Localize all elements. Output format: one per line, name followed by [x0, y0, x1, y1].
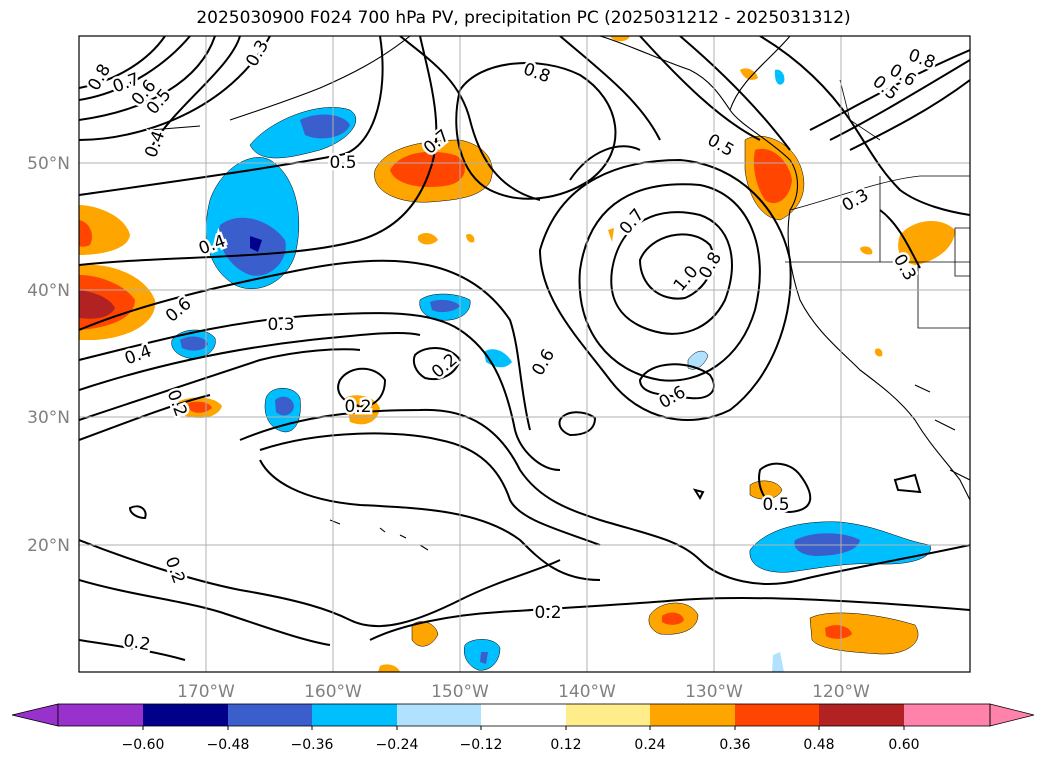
- contour-label: 0.6: [528, 346, 559, 379]
- lon-tick: 140°W: [558, 682, 616, 702]
- contour-label: 0.3: [839, 185, 872, 216]
- contour-label: 0.2: [344, 397, 371, 417]
- precip-negative-areas: [171, 69, 931, 672]
- colorbar-tick-label: −0.36: [291, 737, 334, 753]
- map-gridlines: [79, 36, 970, 672]
- lon-tick: 120°W: [812, 682, 870, 702]
- contour-label: 0.8: [521, 59, 553, 87]
- lon-tick: 160°W: [304, 682, 362, 702]
- pv-contours: [79, 36, 970, 661]
- colorbar-tick-label: 0.48: [803, 737, 834, 753]
- colorbar-tick-label: −0.24: [376, 737, 419, 753]
- contour-label-halo: 0.5: [762, 495, 789, 515]
- colorbar-segment: [143, 704, 228, 726]
- contour-label: 0.5: [329, 153, 356, 173]
- colorbar: [11, 703, 1035, 727]
- contour-label: 0.3: [267, 315, 294, 335]
- colorbar-arrow-right: [989, 703, 1035, 727]
- colorbar-segment: [58, 704, 143, 726]
- lat-tick: 30°N: [27, 408, 70, 428]
- lat-tick-labels: 50°N 40°N 30°N 20°N: [27, 154, 70, 556]
- contour-label: 0.6: [656, 382, 689, 413]
- contour-label-halo: 0.2: [344, 397, 371, 417]
- contour-label: 0.7: [616, 205, 649, 239]
- colorbar-tick-label: 0.60: [888, 737, 919, 753]
- colorbar-segment: [228, 704, 312, 726]
- colorbar-segment: [650, 704, 735, 726]
- contour-label: 0.2: [122, 631, 152, 655]
- colorbar-arrow-left: [11, 703, 59, 727]
- contour-label: 0.3: [242, 37, 273, 70]
- colorbar-tick-label: −0.48: [207, 737, 250, 753]
- lon-tick-labels: 170°W 160°W 150°W 140°W 130°W 120°W: [177, 682, 870, 702]
- colorbar-tick-label: 0.36: [719, 737, 750, 753]
- lat-tick: 50°N: [27, 154, 70, 174]
- contour-label-halo: 0.5: [329, 153, 356, 173]
- contour-label-halo: 0.3: [267, 315, 294, 335]
- contour-label: 0.2: [534, 603, 561, 623]
- colorbar-segment: [819, 704, 904, 726]
- colorbar-segment: [312, 704, 397, 726]
- colorbar-tick-label: 0.24: [634, 737, 665, 753]
- contour-label: 0.2: [161, 554, 189, 586]
- lon-tick: 130°W: [685, 682, 743, 702]
- colorbar-segment: [566, 704, 650, 726]
- contour-label: 0.6: [162, 294, 196, 327]
- lat-tick: 20°N: [27, 536, 70, 556]
- contour-label: 0.4: [122, 341, 154, 369]
- colorbar-segment: [397, 704, 481, 726]
- colorbar-tick-label: 0.12: [550, 737, 581, 753]
- contour-label: 0.4: [141, 128, 169, 160]
- coastlines: [149, 36, 970, 551]
- colorbar-segment: [735, 704, 819, 726]
- contour-label: 0.5: [762, 495, 789, 515]
- colorbar-labels: −0.60 −0.48 −0.36 −0.24 −0.12 0.12 0.24 0.36 0.4…: [122, 726, 920, 753]
- colorbar-segment: [481, 704, 566, 726]
- contour-label: 0.5: [704, 130, 737, 161]
- colorbar-segment: [904, 704, 990, 726]
- map-frame: [78, 35, 971, 673]
- lon-tick: 170°W: [177, 682, 235, 702]
- contour-label-halo: 0.2: [534, 603, 561, 623]
- colorbar-tick-label: −0.60: [122, 737, 165, 753]
- lon-tick: 150°W: [431, 682, 489, 702]
- map-title: 2025030900 F024 700 hPa PV, precipitatio…: [196, 8, 851, 28]
- colorbar-tick-label: −0.12: [460, 737, 503, 753]
- colorbar-frame: [57, 703, 991, 727]
- lat-tick: 40°N: [27, 281, 70, 301]
